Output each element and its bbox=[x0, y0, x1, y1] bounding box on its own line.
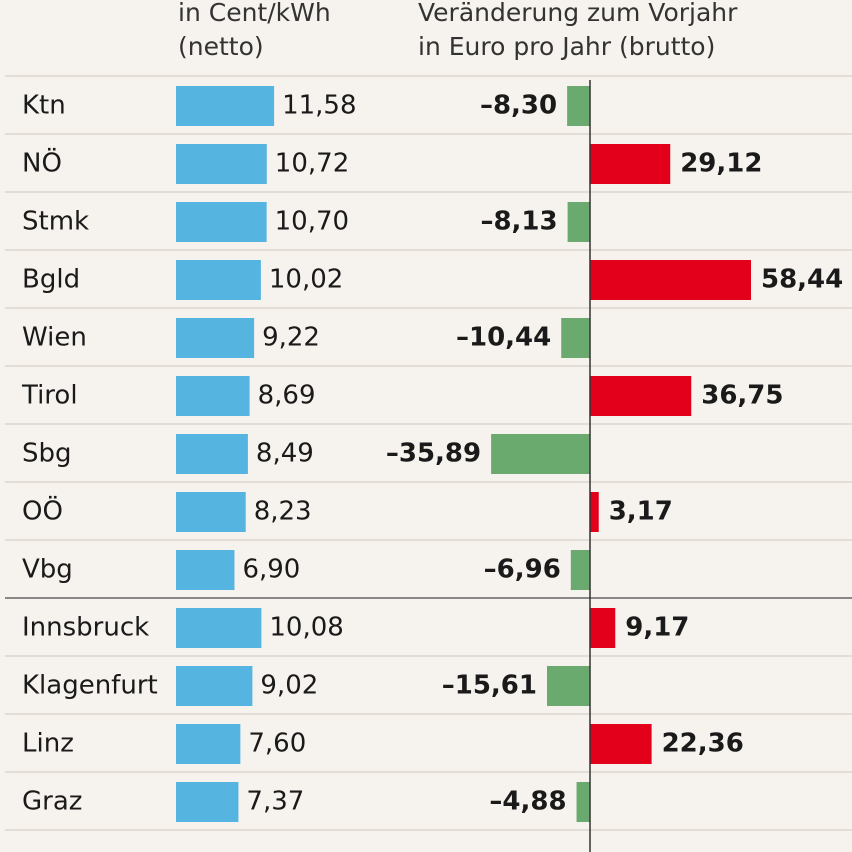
bar bbox=[590, 492, 599, 532]
bar bbox=[176, 144, 267, 184]
value-label: 9,02 bbox=[260, 671, 318, 701]
value-label: 9,17 bbox=[625, 613, 689, 643]
value-label: 10,08 bbox=[269, 613, 343, 643]
bar bbox=[176, 434, 248, 474]
bar bbox=[590, 608, 616, 648]
value-label: 58,44 bbox=[761, 265, 843, 295]
value-label: –35,89 bbox=[386, 439, 481, 469]
value-label: 8,69 bbox=[258, 381, 316, 411]
bar bbox=[590, 144, 671, 184]
value-label: –4,88 bbox=[489, 787, 566, 817]
bar bbox=[176, 608, 262, 648]
row-label: Bgld bbox=[22, 265, 80, 295]
bar bbox=[176, 86, 275, 126]
value-label: 8,23 bbox=[254, 497, 312, 527]
row-label: Stmk bbox=[22, 207, 89, 237]
bar bbox=[176, 260, 261, 300]
value-label: –6,96 bbox=[484, 555, 561, 585]
value-label: –8,13 bbox=[480, 207, 557, 237]
value-label: –10,44 bbox=[456, 323, 551, 353]
value-label: 3,17 bbox=[609, 497, 673, 527]
value-label: 8,49 bbox=[256, 439, 314, 469]
value-label: 29,12 bbox=[680, 149, 762, 179]
value-label: –15,61 bbox=[442, 671, 537, 701]
bar bbox=[176, 550, 235, 590]
value-label: 10,70 bbox=[275, 207, 349, 237]
bar bbox=[567, 202, 590, 242]
bar bbox=[590, 260, 752, 300]
column-header: Veränderung zum Vorjahr bbox=[418, 0, 738, 27]
bar bbox=[176, 782, 239, 822]
bar bbox=[176, 202, 267, 242]
row-label: Ktn bbox=[22, 91, 66, 121]
column-header: in Euro pro Jahr (brutto) bbox=[418, 32, 715, 61]
column-header: (netto) bbox=[178, 32, 264, 61]
bar bbox=[491, 434, 590, 474]
row-label: NÖ bbox=[22, 147, 62, 179]
column-header: in Cent/kWh bbox=[178, 0, 331, 27]
bar bbox=[567, 86, 590, 126]
row-label: Klagenfurt bbox=[22, 671, 158, 701]
value-label: 10,72 bbox=[275, 149, 349, 179]
row-label: Innsbruck bbox=[22, 613, 149, 643]
value-label: 7,37 bbox=[246, 787, 304, 817]
bar bbox=[176, 492, 246, 532]
value-label: 10,02 bbox=[269, 265, 343, 295]
bar bbox=[176, 376, 250, 416]
bar bbox=[176, 666, 253, 706]
row-label: Tirol bbox=[21, 381, 78, 411]
row-label: Linz bbox=[22, 729, 74, 759]
bar bbox=[176, 724, 241, 764]
row-label: Wien bbox=[22, 323, 87, 353]
row-label: Graz bbox=[22, 787, 82, 817]
bar bbox=[590, 724, 652, 764]
row-label: Sbg bbox=[22, 439, 72, 469]
value-label: 7,60 bbox=[248, 729, 306, 759]
bar bbox=[176, 318, 255, 358]
value-label: 6,90 bbox=[242, 555, 300, 585]
bar bbox=[561, 318, 590, 358]
row-label: Vbg bbox=[22, 555, 73, 585]
bar bbox=[576, 782, 590, 822]
bar bbox=[570, 550, 590, 590]
row-label: OÖ bbox=[22, 495, 63, 527]
value-label: 9,22 bbox=[262, 323, 320, 353]
value-label: –8,30 bbox=[480, 91, 557, 121]
bar bbox=[546, 666, 590, 706]
value-label: 22,36 bbox=[662, 729, 744, 759]
bar bbox=[590, 376, 692, 416]
value-label: 11,58 bbox=[282, 91, 356, 121]
value-label: 36,75 bbox=[701, 381, 783, 411]
